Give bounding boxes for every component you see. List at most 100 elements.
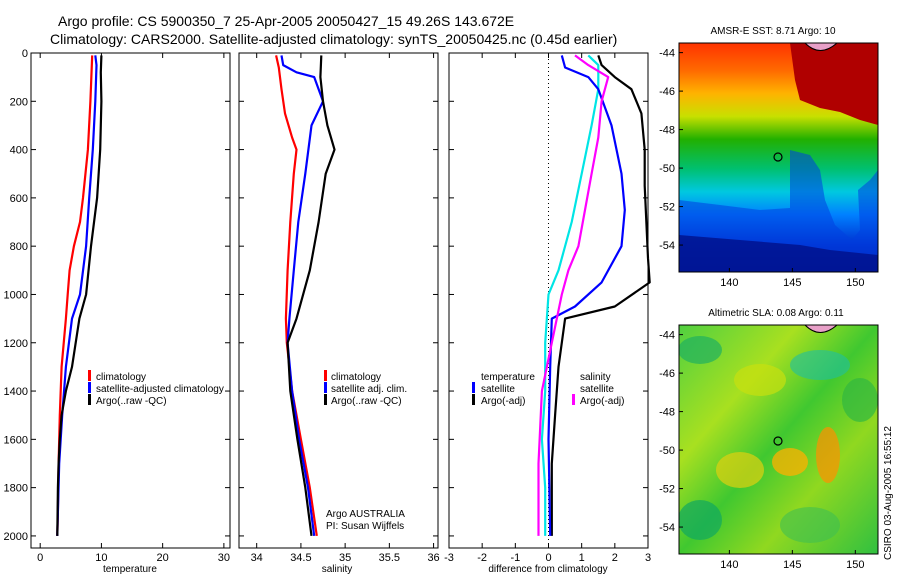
x-tick-label: 35.5 <box>379 552 400 564</box>
map-y-tick-label: -48 <box>659 125 675 137</box>
salinity-ticks: 34 34.5 35 35.5 36 <box>239 52 440 564</box>
y-tick-label: 1200 <box>4 338 28 350</box>
sla-map-title: Altimetric SLA: 0.08 Argo: 0.11 <box>708 308 844 319</box>
y-tick-label: 800 <box>10 241 28 253</box>
salinity-profiles <box>275 55 336 537</box>
salinity-xlabel: salinity <box>322 564 353 575</box>
legend-label: satellite-adjusted climatology <box>96 384 224 395</box>
legend-heading: temperature <box>481 372 535 383</box>
x-tick-label: 35 <box>339 552 351 564</box>
sst-map-ticks: 140 145 150 -44 -46 -48 -50 -52 -54 <box>659 48 864 289</box>
y-tick-label: 1000 <box>4 289 28 301</box>
float-location-marker <box>773 436 783 446</box>
x-tick-label: -1 <box>510 552 520 564</box>
y-tick-label: 1800 <box>4 483 28 495</box>
sst-map-panel: AMSR-E SST: 8.71 Argo: 10 140 145 150 -44 -4… <box>659 26 879 289</box>
x-tick-label: -3 <box>444 552 454 564</box>
difference-ticks: -3 -2 -1 0 1 2 3 <box>444 52 651 564</box>
map-y-tick-label: -52 <box>659 484 675 496</box>
profile-line-blue <box>280 55 325 537</box>
x-tick-label: 20 <box>157 552 169 564</box>
map-y-tick-label: -54 <box>659 240 675 252</box>
map-y-tick-label: -44 <box>659 330 675 342</box>
y-tick-label: 1600 <box>4 434 28 446</box>
map-y-tick-label: -50 <box>659 163 675 175</box>
legend-label: Argo(-adj) <box>580 396 624 407</box>
y-tick-label: 2000 <box>4 531 28 543</box>
legend-label: satellite adj. clim. <box>331 384 407 395</box>
salinity-axes-box <box>238 52 439 549</box>
x-tick-label: 10 <box>95 552 107 564</box>
difference-panel: -3 -2 -1 0 1 2 3 difference from climatology t… <box>444 52 651 575</box>
profile-line-blue <box>547 55 626 536</box>
sst-map-title: AMSR-E SST: 8.71 Argo: 10 <box>710 26 835 37</box>
map-y-tick-label: -54 <box>659 522 675 534</box>
y-tick-label: 200 <box>10 96 28 108</box>
map-y-tick-label: -44 <box>659 48 675 60</box>
sst-field <box>679 43 878 272</box>
temperature-axes-box <box>30 52 231 549</box>
legend-swatch-blue <box>472 382 475 393</box>
x-tick-label: 2 <box>612 552 618 564</box>
difference-profiles <box>537 54 651 536</box>
map-x-tick-label: 140 <box>720 559 738 571</box>
x-tick-label: 3 <box>645 552 651 564</box>
legend-label: satellite <box>580 384 614 395</box>
profile-line-red <box>275 55 318 537</box>
x-tick-label: 30 <box>218 552 230 564</box>
sla-map-ticks: 140 145 150 -44 -46 -48 -50 -52 -54 <box>659 330 864 571</box>
x-tick-label: -2 <box>477 552 487 564</box>
map-y-tick-label: -52 <box>659 202 675 214</box>
map-x-tick-label: 145 <box>783 559 801 571</box>
profile-line-black <box>550 55 651 536</box>
x-tick-label: 36 <box>427 552 439 564</box>
y-tick-label: 1400 <box>4 386 28 398</box>
pi-label: PI: Susan Wijffels <box>326 521 404 532</box>
legend-swatch-blue <box>324 382 327 393</box>
salinity-legend: climatology satellite adj. clim. Argo(..… <box>324 370 407 407</box>
x-tick-label: 0 <box>37 552 43 564</box>
legend-swatch-black <box>324 394 327 405</box>
credit-stamp: CSIRO 03-Aug-2005 16:55:12 <box>883 426 894 560</box>
map-y-tick-label: -48 <box>659 407 675 419</box>
legend-swatch-red <box>88 370 91 381</box>
title-line-2: Climatology: CARS2000. Satellite-adjuste… <box>50 31 617 47</box>
legend-swatch-red <box>324 370 327 381</box>
x-tick-label: 34 <box>251 552 263 564</box>
difference-xlabel: difference from climatology <box>488 564 607 575</box>
title-line-1: Argo profile: CS 5900350_7 25-Apr-2005 2… <box>58 13 514 29</box>
sla-map-frame <box>678 324 879 555</box>
difference-legend-temperature: temperature satellite Argo(-adj) <box>472 372 535 407</box>
x-tick-label: 0 <box>545 552 551 564</box>
temperature-legend: climatology satellite-adjusted climatolo… <box>88 370 224 407</box>
map-y-tick-label: -50 <box>659 445 675 457</box>
y-tick-label: 400 <box>10 145 28 157</box>
x-tick-label: 1 <box>579 552 585 564</box>
legend-heading: salinity <box>580 372 611 383</box>
map-y-tick-label: -46 <box>659 368 675 380</box>
legend-label: Argo(-adj) <box>481 396 525 407</box>
float-location-marker <box>773 152 783 162</box>
legend-label: climatology <box>331 372 381 383</box>
sst-map-frame <box>678 42 879 273</box>
float-operator-label: Argo AUSTRALIA <box>326 509 405 520</box>
y-tick-label: 0 <box>22 48 28 60</box>
profile-line-black <box>56 55 103 536</box>
legend-swatch-blue <box>88 382 91 393</box>
map-x-tick-label: 145 <box>783 277 801 289</box>
profile-line-black <box>286 55 336 537</box>
legend-label: satellite <box>481 384 515 395</box>
sla-field <box>679 325 878 554</box>
profile-line-magenta <box>537 54 610 536</box>
temperature-xlabel: temperature <box>103 564 157 575</box>
salinity-panel: 34 34.5 35 35.5 36 salinity climatology sate… <box>238 52 440 575</box>
legend-swatch-magenta <box>572 394 575 405</box>
legend-swatch-black <box>88 394 91 405</box>
legend-label: Argo(..raw -QC) <box>331 396 402 407</box>
map-x-tick-label: 150 <box>846 277 864 289</box>
difference-legend-salinity: salinity satellite Argo(-adj) <box>572 372 624 407</box>
x-tick-label: 34.5 <box>290 552 311 564</box>
sla-map-panel: Altimetric SLA: 0.08 Argo: 0.11 140 145 15… <box>659 308 879 571</box>
map-x-tick-label: 150 <box>846 559 864 571</box>
